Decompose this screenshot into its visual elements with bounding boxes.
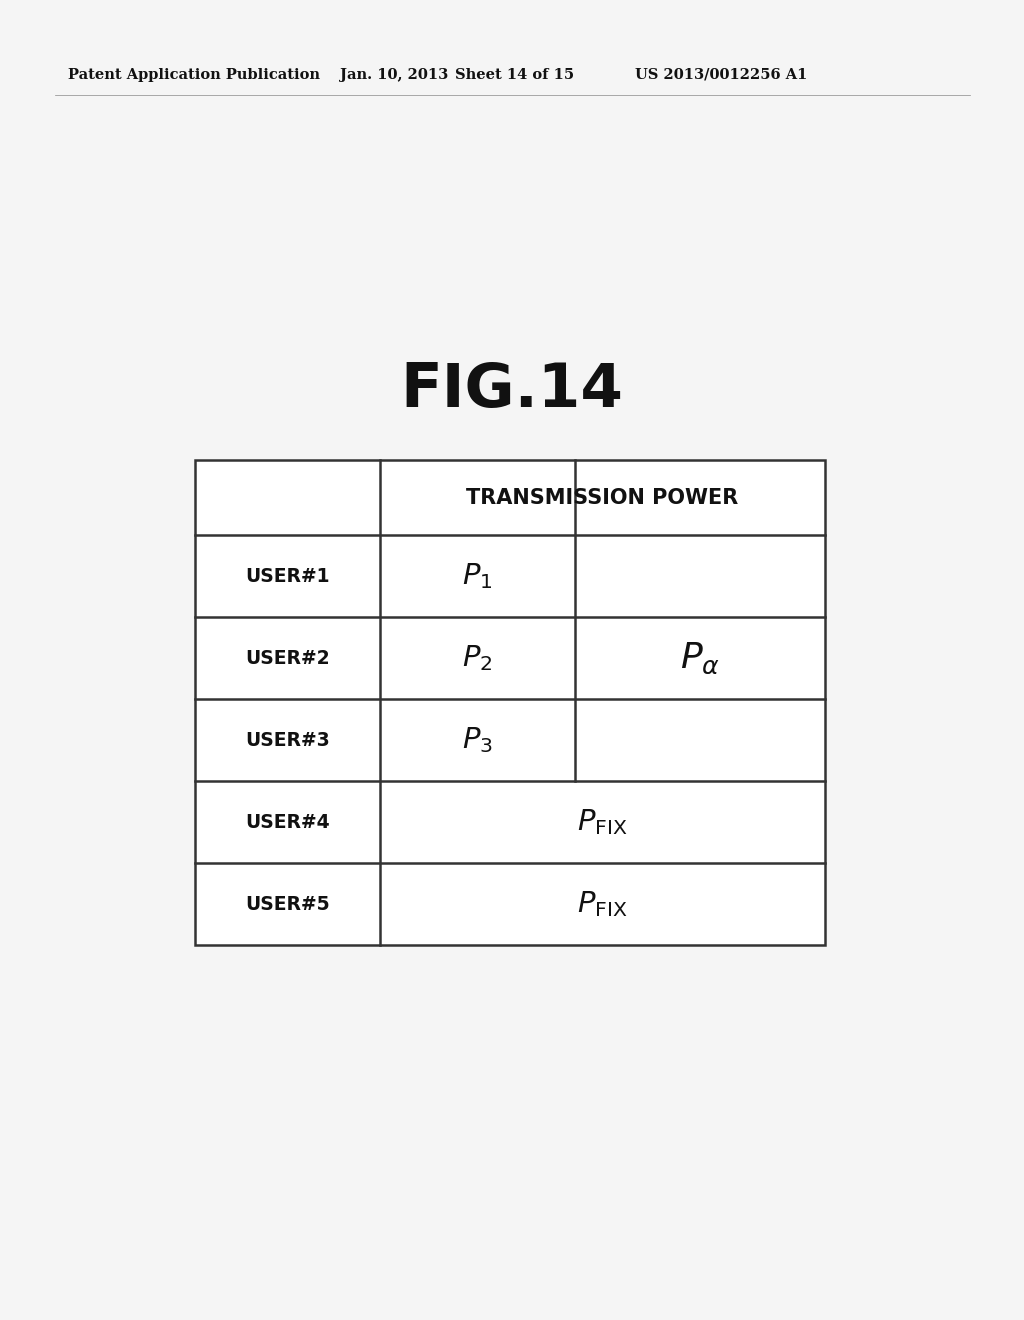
Text: USER#1: USER#1: [246, 566, 330, 586]
Text: Patent Application Publication: Patent Application Publication: [68, 69, 319, 82]
Text: USER#5: USER#5: [245, 895, 330, 913]
Text: TRANSMISSION POWER: TRANSMISSION POWER: [466, 487, 738, 507]
Text: Sheet 14 of 15: Sheet 14 of 15: [455, 69, 574, 82]
Text: USER#2: USER#2: [245, 648, 330, 668]
Bar: [195, 459, 825, 945]
Text: $P_{\mathregular{FIX}}$: $P_{\mathregular{FIX}}$: [578, 890, 628, 919]
Text: USER#4: USER#4: [245, 813, 330, 832]
Text: Jan. 10, 2013: Jan. 10, 2013: [340, 69, 449, 82]
Text: $P_{\mathregular{FIX}}$: $P_{\mathregular{FIX}}$: [578, 807, 628, 837]
Text: US 2013/0012256 A1: US 2013/0012256 A1: [635, 69, 807, 82]
Text: USER#3: USER#3: [245, 730, 330, 750]
Text: $P_{2}$: $P_{2}$: [462, 643, 493, 673]
Text: $P_{1}$: $P_{1}$: [462, 561, 493, 591]
Text: $P_{\alpha}$: $P_{\alpha}$: [680, 640, 720, 676]
Text: $P_{3}$: $P_{3}$: [462, 725, 493, 755]
Text: FIG.14: FIG.14: [400, 360, 624, 420]
